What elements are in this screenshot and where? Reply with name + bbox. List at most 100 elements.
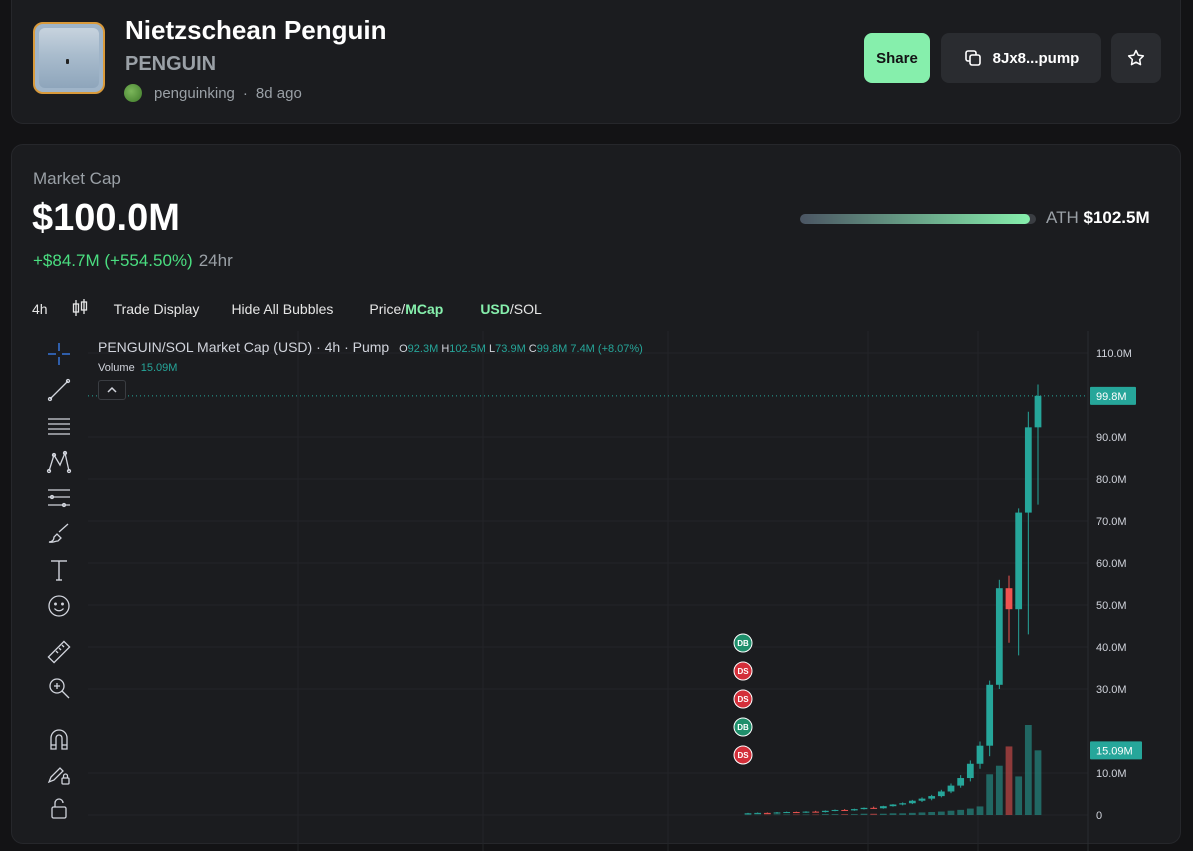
trend-line-icon[interactable] bbox=[44, 375, 74, 405]
creator-row: penguinking · 8d ago bbox=[124, 83, 302, 103]
hide-bubbles-toggle[interactable]: Hide All Bubbles bbox=[231, 301, 334, 317]
candle-body bbox=[773, 812, 781, 814]
fib-levels-icon[interactable] bbox=[44, 483, 74, 513]
trade-bubble-label: DS bbox=[737, 667, 749, 676]
y-axis-label: 0 bbox=[1096, 810, 1102, 822]
ath-progress-bar bbox=[800, 214, 1036, 224]
ath-value: $102.5M bbox=[1083, 208, 1150, 227]
candle-body bbox=[850, 809, 858, 811]
volume-bar bbox=[908, 812, 916, 815]
pair-title: PENGUIN/SOL Market Cap (USD) · 4h · Pump bbox=[98, 339, 390, 355]
volume-bar bbox=[802, 814, 810, 816]
token-image[interactable] bbox=[33, 22, 105, 94]
ath-progress-fill bbox=[800, 214, 1031, 224]
trade-bubble bbox=[733, 745, 753, 765]
candle-type-icon[interactable] bbox=[72, 298, 88, 321]
trade-bubble bbox=[733, 717, 753, 737]
ruler-icon[interactable] bbox=[44, 637, 74, 667]
price-mcap-toggle[interactable]: Price/MCap bbox=[369, 301, 444, 317]
volume-bar bbox=[773, 814, 781, 816]
star-icon bbox=[1127, 49, 1145, 66]
candle-body bbox=[1015, 512, 1023, 610]
crosshair-icon[interactable] bbox=[44, 339, 74, 369]
candle-body bbox=[821, 810, 829, 813]
candle-body bbox=[986, 684, 994, 746]
volume-bar bbox=[947, 810, 955, 815]
candle-body bbox=[754, 812, 762, 814]
currency-toggle[interactable]: USD/SOL bbox=[480, 301, 542, 317]
volume-tag bbox=[1090, 741, 1142, 760]
creator-name[interactable]: penguinking bbox=[154, 84, 235, 102]
candle-body bbox=[802, 811, 810, 813]
y-axis-label: 40.0M bbox=[1096, 642, 1127, 654]
candle-body bbox=[966, 763, 974, 779]
market-cap-card: Market Cap $100.0M +$84.7M (+554.50%) 24h… bbox=[11, 144, 1181, 851]
ath-label: ATH $102.5M bbox=[1046, 208, 1150, 228]
market-cap-change: +$84.7M (+554.50%) 24hr bbox=[33, 251, 233, 271]
interval-selector[interactable]: 4h bbox=[32, 301, 48, 317]
volume-bar bbox=[899, 813, 907, 815]
usd-option: USD bbox=[480, 301, 510, 317]
horizontal-lines-icon[interactable] bbox=[44, 411, 74, 441]
y-axis-label: 50.0M bbox=[1096, 600, 1127, 612]
y-axis-label: 30.0M bbox=[1096, 684, 1127, 696]
share-button[interactable]: Share bbox=[864, 33, 930, 83]
favorite-button[interactable] bbox=[1111, 33, 1161, 83]
trade-bubble bbox=[733, 689, 753, 709]
candle-body bbox=[908, 800, 916, 804]
y-axis-label: 110.0M bbox=[1096, 348, 1132, 360]
address-label: 8Jx8...pump bbox=[992, 49, 1080, 67]
collapse-legend-button[interactable] bbox=[98, 380, 126, 400]
zoom-in-icon[interactable] bbox=[44, 673, 74, 703]
high-value: 102.5M bbox=[449, 343, 486, 355]
ohlc-values: O92.3M H102.5M L73.9M C99.8M 7.4M (+8.07… bbox=[399, 343, 643, 355]
creator-avatar[interactable] bbox=[124, 84, 142, 102]
volume-bar bbox=[937, 811, 945, 815]
volume-bar bbox=[879, 813, 887, 815]
change-value: 7.4M (+8.07%) bbox=[570, 343, 643, 355]
volume-bar bbox=[976, 806, 984, 815]
magnet-icon[interactable] bbox=[44, 725, 74, 755]
token-header: Nietzschean Penguin PENGUIN penguinking … bbox=[11, 0, 1181, 124]
sol-option: SOL bbox=[513, 301, 542, 317]
brush-icon[interactable] bbox=[44, 519, 74, 549]
pattern-icon[interactable] bbox=[44, 447, 74, 477]
trade-display-toggle[interactable]: Trade Display bbox=[113, 301, 200, 317]
trade-bubble bbox=[733, 661, 753, 681]
candle-body bbox=[928, 796, 936, 799]
volume-value: 15.09M bbox=[140, 362, 178, 374]
copy-address-button[interactable]: 8Jx8...pump bbox=[941, 33, 1101, 83]
chevron-up-icon bbox=[107, 386, 117, 393]
y-axis-label: 80.0M bbox=[1096, 474, 1127, 486]
y-axis-label: 60.0M bbox=[1096, 558, 1127, 570]
volume-bar bbox=[928, 812, 936, 815]
candle-body bbox=[812, 811, 820, 813]
last-price-label: 99.8M bbox=[1096, 391, 1127, 403]
token-age: 8d ago bbox=[255, 84, 302, 102]
lock-drawing-icon[interactable] bbox=[44, 759, 74, 789]
candle-body bbox=[792, 812, 800, 814]
candle-body bbox=[1024, 427, 1032, 513]
copy-icon bbox=[964, 50, 981, 66]
volume-bar bbox=[870, 813, 878, 815]
emoji-icon[interactable] bbox=[44, 591, 74, 621]
market-cap-label: Market Cap bbox=[33, 169, 121, 188]
volume-legend: Volume 15.09M bbox=[98, 362, 178, 374]
candle-body bbox=[744, 813, 752, 815]
volume-bar bbox=[995, 765, 1003, 815]
low-value: 73.9M bbox=[495, 343, 526, 355]
text-tool-icon[interactable] bbox=[44, 555, 74, 585]
market-cap-value: $100.0M bbox=[32, 197, 180, 239]
volume-bar bbox=[986, 774, 994, 815]
change-period: 24hr bbox=[198, 251, 233, 270]
candle-body bbox=[783, 812, 791, 814]
unlock-icon[interactable] bbox=[44, 793, 74, 823]
volume-bar bbox=[1015, 776, 1023, 815]
close-value: 99.8M bbox=[536, 343, 568, 355]
volume-bar bbox=[841, 814, 849, 815]
candlestick-chart[interactable]: 110.0M 90.0M 80.0M 70.0M 60.0M 50.0M 40.0M 30.0… bbox=[88, 331, 1182, 851]
trade-bubble-label: DS bbox=[737, 695, 749, 704]
candle-body bbox=[957, 778, 965, 786]
trade-bubble-label: DB bbox=[737, 723, 749, 732]
trade-bubble-label: DS bbox=[737, 751, 749, 760]
